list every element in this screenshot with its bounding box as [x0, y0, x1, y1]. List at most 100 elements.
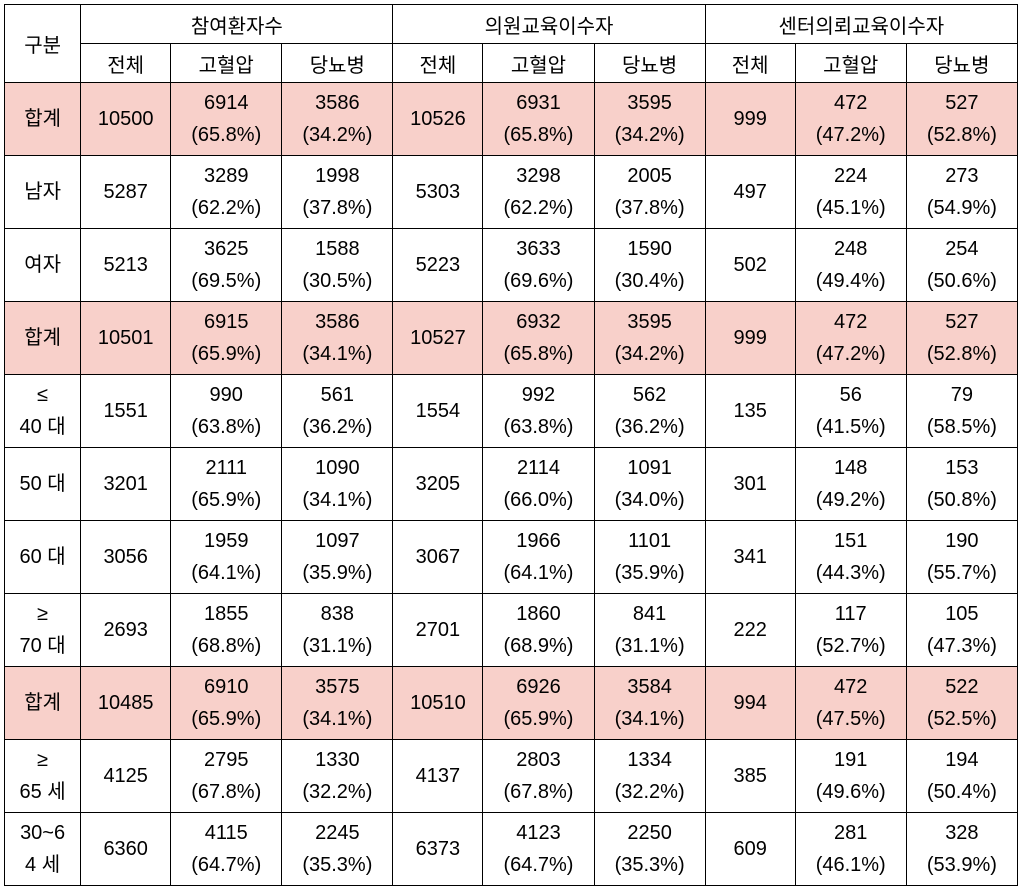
table-cell-value: 1334(32.2%) — [594, 740, 705, 813]
row-label-text: 합계 — [24, 103, 61, 135]
row-label-cell: 60 대 — [5, 521, 81, 594]
table-cell-total: 1554 — [393, 375, 483, 448]
cell-count: 2803 — [516, 744, 561, 776]
table-cell-total: 10501 — [81, 302, 171, 375]
table-cell-value: 2245(35.3%) — [282, 813, 393, 886]
table-cell-total: 6360 — [81, 813, 171, 886]
cell-count: 328 — [945, 817, 978, 849]
cell-count: 3289 — [204, 160, 249, 192]
table-cell-total: 497 — [705, 156, 795, 229]
cell-count: 194 — [945, 744, 978, 776]
table-cell-total: 2693 — [81, 594, 171, 667]
cell-count: 2005 — [627, 160, 672, 192]
cell-percent: (31.1%) — [302, 630, 372, 662]
cell-percent: (63.8%) — [503, 411, 573, 443]
cell-count: 56 — [840, 379, 862, 411]
cell-count: 838 — [321, 598, 354, 630]
table-cell-value: 1588(30.5%) — [282, 229, 393, 302]
cell-percent: (67.8%) — [503, 776, 573, 808]
cell-count: 1091 — [627, 452, 672, 484]
cell-percent: (66.0%) — [503, 484, 573, 516]
cell-percent: (50.6%) — [927, 265, 997, 297]
cell-percent: (35.3%) — [615, 849, 685, 881]
cell-percent: (52.5%) — [927, 703, 997, 735]
table-cell-value: 527(52.8%) — [906, 302, 1017, 375]
table-cell-value: 6931(65.8%) — [483, 83, 594, 156]
cell-percent: (68.9%) — [503, 630, 573, 662]
cell-percent: (49.6%) — [816, 776, 886, 808]
cell-count: 224 — [834, 160, 867, 192]
header-row-label: 구분 — [5, 5, 81, 83]
row-label-cell: 50 대 — [5, 448, 81, 521]
cell-count: 3586 — [315, 306, 360, 338]
cell-count: 273 — [945, 160, 978, 192]
cell-count: 561 — [321, 379, 354, 411]
row-label-cell: 여자 — [5, 229, 81, 302]
table-cell-total: 5287 — [81, 156, 171, 229]
cell-count: 4123 — [516, 817, 561, 849]
table-cell-value: 1855(68.8%) — [171, 594, 282, 667]
cell-count: 1860 — [516, 598, 561, 630]
row-label-cell: ≥65 세 — [5, 740, 81, 813]
table-row: 30~64 세63604115(64.7%)2245(35.3%)6373412… — [5, 813, 1018, 886]
cell-count: 841 — [633, 598, 666, 630]
table-cell-total: 385 — [705, 740, 795, 813]
row-label-text: 4 세 — [25, 849, 60, 881]
cell-count: 2250 — [627, 817, 672, 849]
row-label-cell: 30~64 세 — [5, 813, 81, 886]
cell-percent: (36.2%) — [615, 411, 685, 443]
cell-percent: (34.1%) — [302, 338, 372, 370]
cell-count: 2795 — [204, 744, 249, 776]
cell-percent: (50.4%) — [927, 776, 997, 808]
cell-percent: (41.5%) — [816, 411, 886, 443]
cell-percent: (32.2%) — [615, 776, 685, 808]
table-cell-total: 999 — [705, 83, 795, 156]
cell-count: 472 — [834, 671, 867, 703]
table-cell-value: 3586(34.2%) — [282, 83, 393, 156]
table-cell-total: 3056 — [81, 521, 171, 594]
table-cell-value: 3289(62.2%) — [171, 156, 282, 229]
table-cell-value: 472(47.2%) — [795, 302, 906, 375]
cell-count: 1855 — [204, 598, 249, 630]
table-cell-value: 3584(34.1%) — [594, 667, 705, 740]
cell-count: 1090 — [315, 452, 360, 484]
cell-percent: (64.1%) — [503, 557, 573, 589]
table-cell-value: 3575(34.1%) — [282, 667, 393, 740]
cell-count: 117 — [835, 598, 867, 630]
table-cell-total: 3067 — [393, 521, 483, 594]
header-g3-dm: 당뇨병 — [906, 44, 1017, 83]
header-group1: 참여환자수 — [81, 5, 393, 44]
cell-count: 1334 — [627, 744, 672, 776]
header-g2-dm: 당뇨병 — [594, 44, 705, 83]
table-cell-value: 6932(65.8%) — [483, 302, 594, 375]
cell-percent: (37.8%) — [615, 192, 685, 224]
table-cell-value: 79(58.5%) — [906, 375, 1017, 448]
cell-count: 6926 — [516, 671, 561, 703]
table-cell-value: 992(63.8%) — [483, 375, 594, 448]
table-cell-value: 3595(34.2%) — [594, 83, 705, 156]
table-cell-value: 3586(34.1%) — [282, 302, 393, 375]
table-cell-value: 273(54.9%) — [906, 156, 1017, 229]
table-cell-value: 328(53.9%) — [906, 813, 1017, 886]
header-g3-hbp: 고혈압 — [795, 44, 906, 83]
cell-percent: (34.1%) — [302, 484, 372, 516]
cell-percent: (49.4%) — [816, 265, 886, 297]
cell-percent: (62.2%) — [503, 192, 573, 224]
cell-percent: (44.3%) — [816, 557, 886, 589]
table-cell-total: 5303 — [393, 156, 483, 229]
table-cell-value: 3625(69.5%) — [171, 229, 282, 302]
table-cell-value: 6915(65.9%) — [171, 302, 282, 375]
cell-percent: (54.9%) — [927, 192, 997, 224]
table-cell-value: 1091(34.0%) — [594, 448, 705, 521]
cell-percent: (47.2%) — [816, 338, 886, 370]
cell-percent: (58.5%) — [927, 411, 997, 443]
table-cell-value: 1090(34.1%) — [282, 448, 393, 521]
table-cell-value: 1966(64.1%) — [483, 521, 594, 594]
header-g2-hbp: 고혈압 — [483, 44, 594, 83]
cell-count: 6931 — [516, 87, 561, 119]
table-cell-value: 2114(66.0%) — [483, 448, 594, 521]
table-cell-total: 10485 — [81, 667, 171, 740]
table-cell-value: 990(63.8%) — [171, 375, 282, 448]
table-row: 50 대32012111(65.9%)1090(34.1%)32052114(6… — [5, 448, 1018, 521]
table-cell-total: 1551 — [81, 375, 171, 448]
